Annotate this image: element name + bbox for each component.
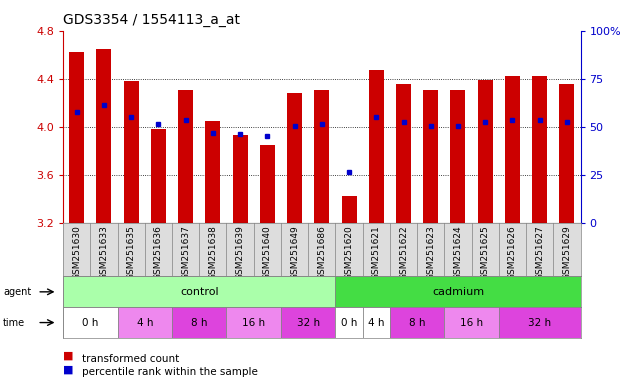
Text: percentile rank within the sample: percentile rank within the sample — [82, 367, 258, 377]
Bar — [97, 49, 112, 223]
Text: GSM251635: GSM251635 — [127, 225, 136, 280]
Text: agent: agent — [3, 287, 32, 297]
Bar — [369, 70, 384, 223]
Text: 8 h: 8 h — [409, 318, 425, 328]
Bar — [205, 121, 220, 223]
Text: GSM251638: GSM251638 — [208, 225, 217, 280]
Text: ■: ■ — [63, 351, 74, 361]
Bar — [314, 89, 329, 223]
Text: 32 h: 32 h — [528, 318, 551, 328]
Bar — [560, 84, 574, 223]
Text: 4 h: 4 h — [368, 318, 384, 328]
Text: GSM251622: GSM251622 — [399, 225, 408, 280]
Text: GSM251621: GSM251621 — [372, 225, 380, 280]
Text: GSM251630: GSM251630 — [72, 225, 81, 280]
Text: GSM251624: GSM251624 — [454, 225, 463, 280]
Bar — [423, 89, 439, 223]
Bar — [532, 76, 547, 223]
Text: ■: ■ — [63, 364, 74, 374]
Bar — [281, 307, 336, 338]
Bar — [260, 145, 275, 223]
Bar — [499, 307, 581, 338]
Text: 16 h: 16 h — [460, 318, 483, 328]
Text: 4 h: 4 h — [136, 318, 153, 328]
Bar — [172, 307, 227, 338]
Bar — [336, 307, 363, 338]
Bar — [178, 89, 193, 223]
Bar — [287, 93, 302, 223]
Bar — [363, 307, 390, 338]
Text: GSM251639: GSM251639 — [235, 225, 245, 280]
Text: GSM251633: GSM251633 — [100, 225, 109, 280]
Text: GSM251623: GSM251623 — [427, 225, 435, 280]
Bar — [478, 80, 493, 223]
Text: transformed count: transformed count — [82, 354, 179, 364]
Bar — [451, 89, 466, 223]
Bar — [444, 307, 499, 338]
Text: GSM251620: GSM251620 — [345, 225, 353, 280]
Text: GSM251629: GSM251629 — [562, 225, 572, 280]
Text: time: time — [3, 318, 25, 328]
Text: control: control — [180, 287, 218, 297]
Text: cadmium: cadmium — [432, 287, 484, 297]
Text: GSM251649: GSM251649 — [290, 225, 299, 280]
Bar — [505, 76, 520, 223]
Text: 0 h: 0 h — [82, 318, 98, 328]
Text: GDS3354 / 1554113_a_at: GDS3354 / 1554113_a_at — [63, 13, 240, 27]
Text: GSM251625: GSM251625 — [481, 225, 490, 280]
Bar — [69, 52, 84, 223]
Bar — [396, 84, 411, 223]
Text: GSM251636: GSM251636 — [154, 225, 163, 280]
Text: GSM251640: GSM251640 — [263, 225, 272, 280]
Bar — [341, 196, 357, 223]
Bar — [63, 307, 117, 338]
Text: 0 h: 0 h — [341, 318, 357, 328]
Text: GSM251637: GSM251637 — [181, 225, 190, 280]
Bar — [336, 276, 581, 307]
Bar — [63, 276, 336, 307]
Bar — [124, 81, 139, 223]
Bar — [233, 135, 247, 223]
Text: GSM251626: GSM251626 — [508, 225, 517, 280]
Text: 8 h: 8 h — [191, 318, 208, 328]
Bar — [117, 307, 172, 338]
Bar — [151, 129, 166, 223]
Text: 32 h: 32 h — [297, 318, 320, 328]
Bar — [390, 307, 444, 338]
Text: 16 h: 16 h — [242, 318, 265, 328]
Bar — [227, 307, 281, 338]
Text: GSM251686: GSM251686 — [317, 225, 326, 280]
Text: GSM251627: GSM251627 — [535, 225, 544, 280]
